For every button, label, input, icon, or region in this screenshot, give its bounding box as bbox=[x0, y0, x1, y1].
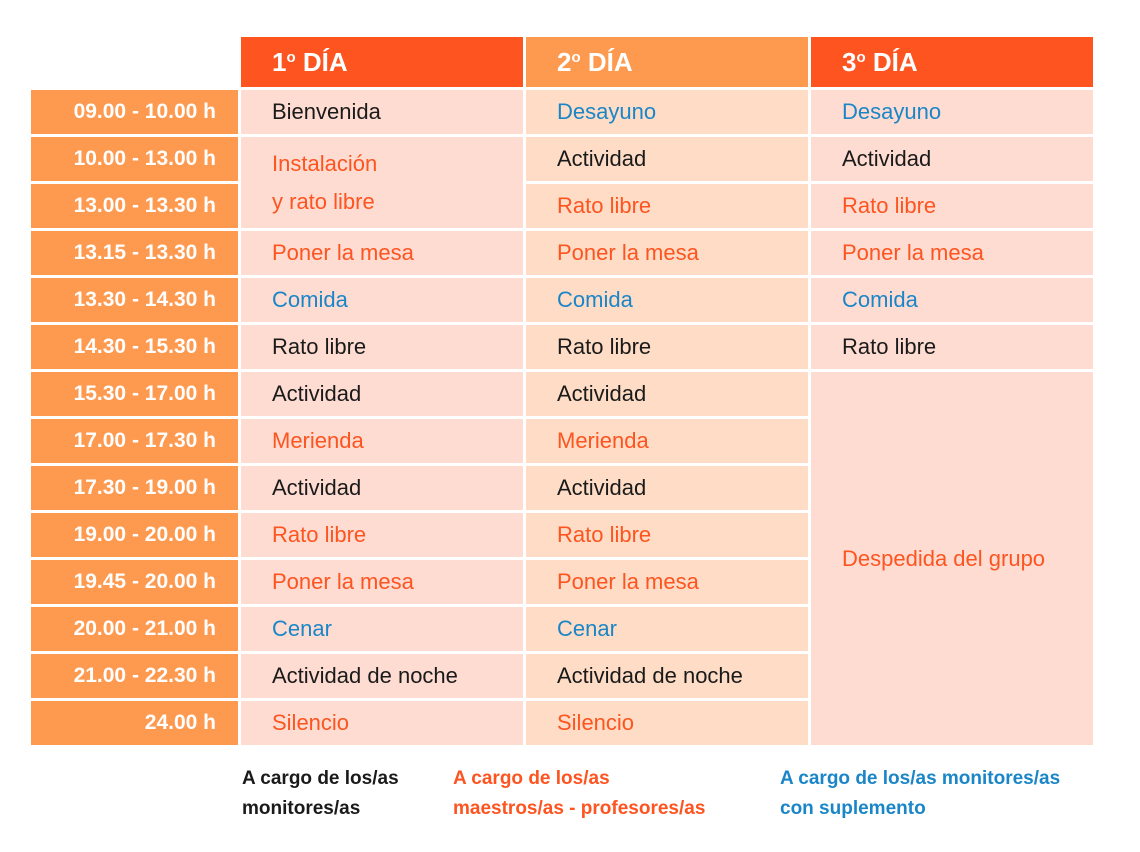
day-3-num: 3 bbox=[842, 46, 857, 77]
day-1-activity-line1: Instalación bbox=[272, 150, 378, 176]
day-1-activity: Actividad bbox=[241, 466, 523, 510]
day-1-activity: Actividad bbox=[241, 372, 523, 416]
time-slot: 21.00 - 22.30 h bbox=[31, 654, 238, 698]
time-slot: 09.00 - 10.00 h bbox=[31, 90, 238, 134]
day-2-activity: Actividad bbox=[526, 137, 808, 181]
schedule-row: 20.00 - 21.00 h Cenar Cenar bbox=[31, 607, 1093, 651]
day-3-activity: Rato libre bbox=[811, 184, 1093, 228]
day-3-header: 3o DÍA bbox=[811, 37, 1093, 87]
day-3-ordinal: o bbox=[856, 48, 866, 66]
corner-cell bbox=[31, 37, 238, 87]
schedule-table: 1o DÍA 2o DÍA 3o DÍA 09.00 - 10.00 h Bie… bbox=[28, 34, 1096, 748]
day-1-activity: Rato libre bbox=[241, 513, 523, 557]
day-3-activity: Poner la mesa bbox=[811, 231, 1093, 275]
schedule-row: 17.00 - 17.30 h Merienda Merienda bbox=[31, 419, 1093, 463]
schedule-row: 10.00 - 13.00 h Instalación y rato libre… bbox=[31, 137, 1093, 228]
day-2-activity: Silencio bbox=[526, 701, 808, 745]
day-1-activity: Cenar bbox=[241, 607, 523, 651]
legend-suplemento: A cargo de los/as monitores/as con suple… bbox=[780, 764, 1060, 824]
day-1-activity: Silencio bbox=[241, 701, 523, 745]
day-3-activity: Actividad bbox=[811, 137, 1093, 181]
day-3-farewell: Despedida del grupo bbox=[811, 372, 1093, 745]
day-2-activity: Actividad bbox=[526, 372, 808, 416]
header-row: 1o DÍA 2o DÍA 3o DÍA bbox=[31, 37, 1093, 87]
day-1-rest: DÍA bbox=[295, 46, 348, 77]
schedule-row: 17.30 - 19.00 h Actividad Actividad bbox=[31, 466, 1093, 510]
day-1-header: 1o DÍA bbox=[241, 37, 523, 87]
day-2-activity: Rato libre bbox=[526, 325, 808, 369]
legend-maestros: A cargo de los/as maestros/as - profesor… bbox=[453, 764, 705, 824]
schedule-row: 09.00 - 10.00 h Bienvenida Desayuno Desa… bbox=[31, 90, 1093, 134]
day-2-activity: Actividad de noche bbox=[526, 654, 808, 698]
day-1-activity: Rato libre bbox=[241, 325, 523, 369]
legend-monitores-line2: monitores/as bbox=[242, 798, 361, 819]
day-3-rest: DÍA bbox=[865, 46, 918, 77]
time-slot: 19.00 - 20.00 h bbox=[31, 513, 238, 557]
time-slot: 15.30 - 17.00 h bbox=[31, 372, 238, 416]
schedule-row: 13.00 - 13.30 h Rato libre Rato libre bbox=[31, 184, 1093, 228]
day-1-activity: Bienvenida bbox=[241, 90, 523, 134]
time-slot: 13.15 - 13.30 h bbox=[31, 231, 238, 275]
day-1-activity: Poner la mesa bbox=[241, 231, 523, 275]
schedule-row: 24.00 h Silencio Silencio bbox=[31, 701, 1093, 745]
legend-maestros-line2: maestros/as - profesores/as bbox=[453, 798, 706, 819]
day-1-activity-line2: y rato libre bbox=[272, 188, 375, 214]
schedule-row: 14.30 - 15.30 h Rato libre Rato libre Ra… bbox=[31, 325, 1093, 369]
day-2-rest: DÍA bbox=[580, 46, 633, 77]
legend-suplemento-line2: con suplemento bbox=[780, 798, 926, 819]
schedule-row: 13.30 - 14.30 h Comida Comida Comida bbox=[31, 278, 1093, 322]
time-slot: 17.00 - 17.30 h bbox=[31, 419, 238, 463]
day-1-num: 1 bbox=[272, 46, 287, 77]
day-1-activity: Actividad de noche bbox=[241, 654, 523, 698]
day-2-activity: Comida bbox=[526, 278, 808, 322]
day-2-activity: Actividad bbox=[526, 466, 808, 510]
time-slot: 10.00 - 13.00 h bbox=[31, 137, 238, 181]
schedule-row: 19.00 - 20.00 h Rato libre Rato libre bbox=[31, 513, 1093, 557]
time-slot: 17.30 - 19.00 h bbox=[31, 466, 238, 510]
day-2-activity: Rato libre bbox=[526, 513, 808, 557]
day-1-ordinal: o bbox=[286, 48, 296, 66]
day-1-activity: Merienda bbox=[241, 419, 523, 463]
day-2-activity: Poner la mesa bbox=[526, 231, 808, 275]
day-2-activity: Cenar bbox=[526, 607, 808, 651]
day-2-num: 2 bbox=[557, 46, 572, 77]
legend-monitores: A cargo de los/as monitores/as bbox=[242, 764, 399, 824]
day-1-activity: Instalación y rato libre bbox=[241, 137, 523, 228]
time-slot: 24.00 h bbox=[31, 701, 238, 745]
legend-maestros-line1: A cargo de los/as bbox=[453, 768, 610, 789]
day-2-activity: Merienda bbox=[526, 419, 808, 463]
time-slot: 13.30 - 14.30 h bbox=[31, 278, 238, 322]
schedule-row: 21.00 - 22.30 h Actividad de noche Activ… bbox=[31, 654, 1093, 698]
day-3-activity: Rato libre bbox=[811, 325, 1093, 369]
day-3-activity: Desayuno bbox=[811, 90, 1093, 134]
day-2-activity: Poner la mesa bbox=[526, 560, 808, 604]
legend-suplemento-line1: A cargo de los/as monitores/as bbox=[780, 768, 1061, 789]
day-2-ordinal: o bbox=[571, 48, 581, 66]
day-1-activity: Poner la mesa bbox=[241, 560, 523, 604]
time-slot: 13.00 - 13.30 h bbox=[31, 184, 238, 228]
schedule-row: 13.15 - 13.30 h Poner la mesa Poner la m… bbox=[31, 231, 1093, 275]
day-1-activity: Comida bbox=[241, 278, 523, 322]
time-slot: 20.00 - 21.00 h bbox=[31, 607, 238, 651]
day-2-activity: Rato libre bbox=[526, 184, 808, 228]
schedule-row: 15.30 - 17.00 h Actividad Actividad Desp… bbox=[31, 372, 1093, 745]
time-slot: 19.45 - 20.00 h bbox=[31, 560, 238, 604]
time-slot: 14.30 - 15.30 h bbox=[31, 325, 238, 369]
day-2-header: 2o DÍA bbox=[526, 37, 808, 87]
legend-monitores-line1: A cargo de los/as bbox=[242, 768, 399, 789]
day-3-activity: Comida bbox=[811, 278, 1093, 322]
schedule-row: 19.45 - 20.00 h Poner la mesa Poner la m… bbox=[31, 560, 1093, 604]
day-2-activity: Desayuno bbox=[526, 90, 808, 134]
